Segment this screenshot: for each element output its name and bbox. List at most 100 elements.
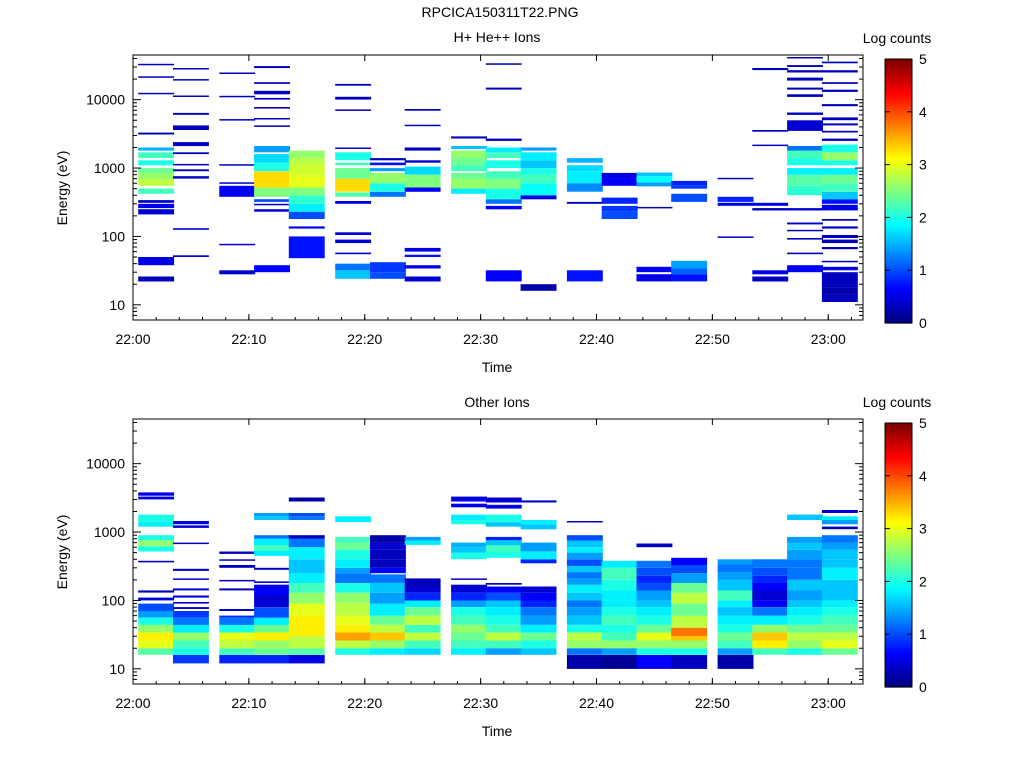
heatmap-cell	[173, 112, 209, 115]
heatmap-cell	[821, 510, 858, 513]
x-axis: 22:00 22:10 22:20 22:30 22:40 22:50 23:00	[115, 55, 852, 347]
heatmap-cell	[335, 603, 372, 616]
colorbar-segment	[885, 72, 912, 76]
x-tick-label: 23:00	[811, 695, 846, 711]
colorbar-segment	[885, 663, 912, 667]
heatmap-cell	[254, 513, 290, 517]
heatmap-cell	[335, 147, 372, 149]
colorbar-segment	[885, 647, 912, 651]
heatmap-cell	[254, 624, 290, 633]
y-tick-label: 10000	[86, 456, 125, 472]
heatmap-cell	[821, 266, 858, 271]
heatmap-cell	[335, 168, 372, 179]
colorbar-segment	[885, 77, 912, 81]
heatmap-cell	[821, 191, 858, 200]
colorbar-segment	[885, 597, 912, 601]
heatmap-cell	[404, 160, 441, 163]
colorbar-segment	[885, 230, 912, 234]
colorbar-segment	[885, 430, 912, 435]
heatmap-cell	[566, 183, 603, 192]
heatmap-cell	[173, 617, 209, 625]
colorbar-segment	[885, 212, 912, 216]
colorbar-segment	[885, 446, 912, 450]
colorbar-segment	[885, 562, 912, 567]
panel-title: H+ He++ Ions	[454, 29, 541, 45]
heatmap-cell	[520, 648, 557, 655]
heatmap-cell	[485, 205, 522, 210]
heatmap-cell	[821, 640, 858, 649]
x-tick-label: 22:20	[347, 695, 382, 711]
heatmap-cell	[173, 624, 209, 633]
heatmap-cell	[335, 263, 372, 271]
heatmap-cell	[138, 624, 175, 633]
colorbar-segment	[885, 196, 912, 200]
heatmap-cell	[138, 522, 175, 527]
heatmap-cell	[138, 152, 175, 159]
heatmap-cell	[173, 521, 209, 525]
heatmap-cell	[335, 178, 372, 192]
heatmap-cell	[138, 63, 175, 66]
x-tick-label: 22:10	[231, 695, 266, 711]
heatmap-cell	[636, 615, 673, 625]
heatmap-cell	[451, 158, 487, 166]
colorbar-segment	[885, 549, 912, 553]
colorbar-segment	[885, 254, 912, 258]
colorbar-segment	[885, 457, 912, 461]
heatmap-cell	[485, 270, 522, 282]
y-tick-label: 10000	[86, 92, 125, 108]
heatmap-cell	[335, 516, 372, 523]
colorbar-segment	[885, 259, 912, 263]
heatmap-cell	[485, 592, 522, 601]
heatmap-cell	[821, 226, 858, 229]
heatmap-cell	[254, 82, 290, 84]
heatmap-cell	[787, 77, 823, 81]
colorbar-segment	[885, 507, 912, 511]
heatmap-cell	[138, 648, 175, 655]
heatmap-cell	[485, 147, 522, 153]
colorbar-segment	[885, 293, 912, 298]
heatmap-cell	[173, 525, 209, 528]
colorbar-segment	[885, 172, 912, 176]
heatmap-cell	[821, 104, 858, 107]
colorbar-segment	[885, 61, 912, 65]
colorbar-segment	[885, 82, 912, 86]
heatmap-cell	[752, 567, 789, 576]
heatmap-cell	[404, 624, 441, 633]
heatmap-cell	[451, 607, 487, 616]
heatmap-cell	[370, 183, 406, 192]
heatmap-cell	[451, 592, 487, 601]
colorbar-segment	[885, 518, 912, 522]
heatmap-cell	[335, 152, 372, 161]
heatmap-cell	[717, 202, 754, 206]
heatmap-cell	[254, 617, 290, 625]
heatmap-cell	[404, 648, 441, 655]
heatmap-cell	[787, 252, 823, 255]
heatmap-cell	[821, 219, 858, 221]
heatmap-cell	[821, 624, 858, 633]
heatmap-cell	[671, 583, 708, 593]
heatmap-cell	[335, 624, 372, 633]
heatmap-cell	[787, 65, 823, 67]
heatmap-cell	[451, 520, 487, 525]
heatmap-cell	[254, 545, 290, 551]
colorbar-segment	[885, 615, 912, 619]
colorbar-tick-label: 5	[919, 415, 927, 431]
heatmap-cell	[451, 600, 487, 607]
heatmap-cell	[254, 516, 290, 520]
x-tick-label: 22:50	[695, 331, 730, 347]
heatmap-cell	[219, 95, 256, 98]
colorbar-segment	[885, 109, 912, 113]
colorbar-segment	[885, 452, 912, 456]
heatmap-cell	[752, 68, 789, 71]
heatmap-cell	[566, 648, 603, 655]
heatmap-cell	[288, 516, 325, 520]
colorbar-segment	[885, 93, 912, 97]
colorbar-segment	[885, 576, 912, 580]
heatmap-cell	[671, 640, 708, 649]
colorbar-segment	[885, 304, 912, 308]
colorbar-segment	[885, 504, 912, 509]
heatmap-cell	[451, 136, 487, 139]
heatmap-cell	[717, 579, 754, 591]
colorbar-segment	[885, 444, 912, 448]
colorbar-segment	[885, 111, 912, 116]
